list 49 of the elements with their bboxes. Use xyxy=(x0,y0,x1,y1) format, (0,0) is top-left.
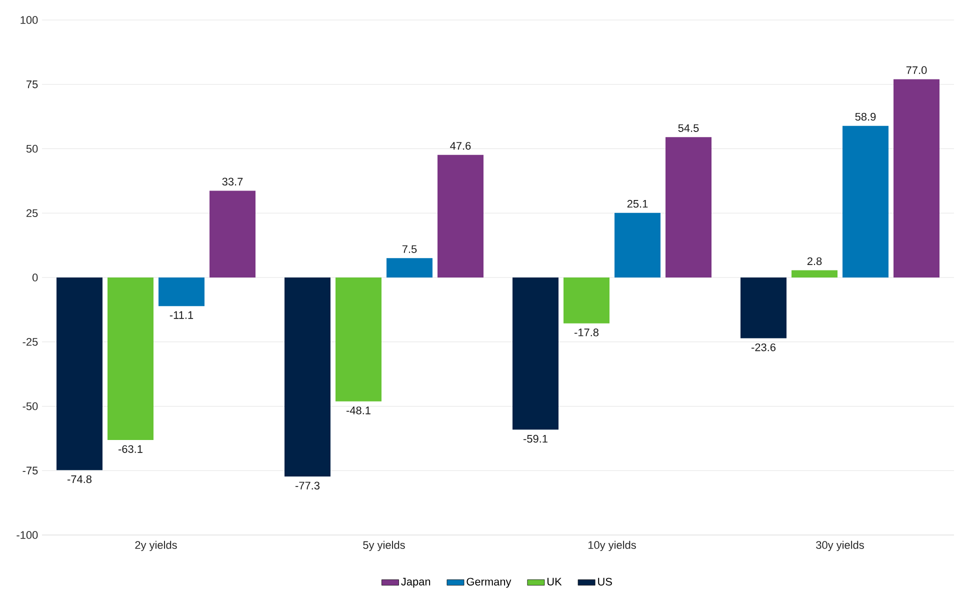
legend-label: UK xyxy=(547,578,562,586)
x-tick-label: 10y yields xyxy=(588,540,636,552)
x-tick-label: 30y yields xyxy=(816,540,864,552)
x-tick-label: 2y yields xyxy=(135,540,177,552)
bar xyxy=(512,277,559,430)
bar xyxy=(740,277,787,338)
y-tick-label: -50 xyxy=(22,402,38,410)
data-label: 47.6 xyxy=(450,142,471,150)
y-tick-label: 75 xyxy=(26,80,38,88)
data-label: -59.1 xyxy=(524,434,548,443)
data-label: -17.8 xyxy=(574,328,599,336)
y-tick-label: 0 xyxy=(32,274,38,282)
bar xyxy=(56,277,102,470)
data-label: -77.3 xyxy=(295,482,320,490)
data-label: -23.6 xyxy=(752,343,776,352)
legend-label: US xyxy=(598,578,612,586)
bar xyxy=(284,277,330,477)
y-tick-label: -25 xyxy=(22,338,38,346)
legend-label: Japan xyxy=(401,578,430,588)
y-tick-label: -100 xyxy=(16,531,38,539)
y-tick-label: 100 xyxy=(20,16,38,24)
data-label: 33.7 xyxy=(222,178,243,186)
data-label: 7.5 xyxy=(402,245,417,253)
bar xyxy=(158,277,204,306)
y-tick-label: -75 xyxy=(22,466,38,474)
y-tick-label: 25 xyxy=(26,209,38,217)
data-label: 77.0 xyxy=(906,66,927,74)
x-tick-label: 5y yields xyxy=(363,540,405,552)
bar xyxy=(842,126,889,278)
bar xyxy=(438,154,484,278)
bar xyxy=(386,258,433,278)
bar xyxy=(894,79,940,278)
data-label: 58.9 xyxy=(855,112,876,121)
data-label: -74.8 xyxy=(67,475,92,484)
data-label: -63.1 xyxy=(118,445,142,453)
data-label: 2.8 xyxy=(807,257,822,266)
bar xyxy=(792,270,838,278)
bar xyxy=(564,277,610,324)
data-label: -11.1 xyxy=(170,311,194,319)
legend-label: Germany xyxy=(466,578,512,588)
bar xyxy=(666,137,712,278)
y-tick-label: 50 xyxy=(26,144,38,153)
bar xyxy=(210,190,256,278)
data-label: 25.1 xyxy=(627,200,648,208)
data-label: 54.5 xyxy=(678,124,699,132)
bar xyxy=(108,277,154,440)
data-label: -48.1 xyxy=(346,406,370,414)
bar xyxy=(614,212,661,278)
bar xyxy=(336,277,382,402)
